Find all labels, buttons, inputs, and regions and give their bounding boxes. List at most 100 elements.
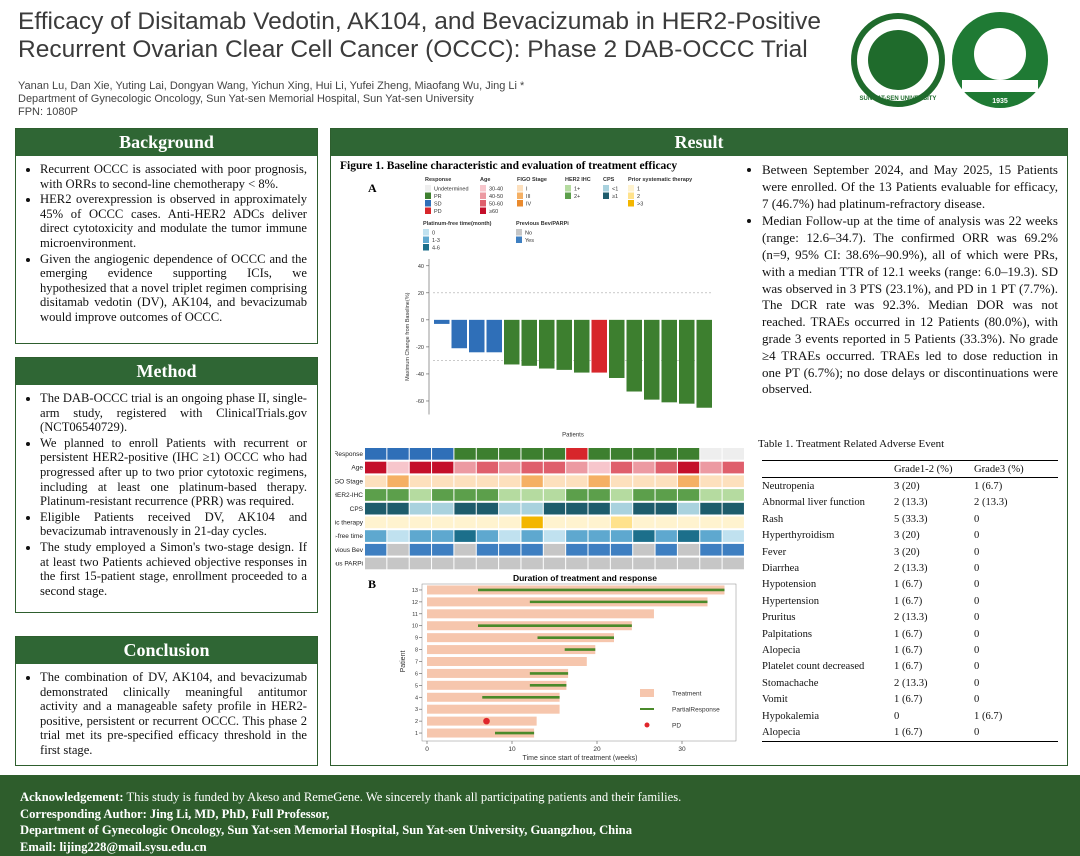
heatmap-cell — [543, 461, 566, 474]
heatmap-cell — [588, 530, 610, 542]
heatmap-cell — [633, 502, 655, 515]
cell: 1 (6.7) — [894, 595, 923, 607]
result-box: Result — [330, 128, 1068, 766]
table-row: Fever 3 (20) 0 — [762, 544, 1058, 560]
heatmap-cell — [476, 475, 499, 488]
bullet: Recurrent OCCC is associated with poor p… — [40, 162, 307, 191]
heatmap-cell — [543, 557, 566, 570]
heatmap-cell — [521, 557, 543, 570]
legend-title: Response — [425, 177, 451, 183]
bullet: The study employed a Simon's two-stage d… — [40, 540, 307, 598]
legend-label: PD — [434, 209, 442, 215]
bullet: Between September 2024, and May 2025, 15… — [762, 162, 1058, 212]
footer-line: Corresponding Author: Jing Li, MD, PhD, … — [20, 806, 330, 821]
plot-frame — [421, 583, 737, 742]
heatmap-cell — [677, 489, 700, 501]
heatmap-cell — [365, 543, 387, 556]
y-tick-label: 20 — [418, 291, 424, 297]
x-axis-label: Time since start of treatment (weeks) — [523, 755, 638, 762]
cell: 0 — [974, 513, 980, 525]
legend-label: 50-60 — [489, 202, 503, 208]
legend-swatch — [480, 200, 486, 207]
heatmap-cell — [387, 557, 409, 570]
heatmap-cell — [387, 516, 409, 529]
heatmap-cell — [566, 502, 588, 515]
legend-label: <1 — [612, 187, 618, 193]
method-box: Method The DAB-OCCC trial is an ongoing … — [15, 357, 318, 613]
heatmap-cell — [588, 502, 610, 515]
bullet: The combination of DV, AK104, and bevaci… — [40, 670, 307, 758]
cell: 0 — [974, 726, 980, 738]
legend-swatch — [425, 207, 431, 214]
table-row: Palpitations 1 (6.7) 0 — [762, 626, 1058, 642]
heatmap-cell — [722, 448, 744, 460]
heatmap-cell — [409, 461, 432, 474]
logos: SUN YAT-SEN UNIVERSITY 1935 — [851, 12, 1048, 108]
heatmap-cell — [476, 461, 499, 474]
heatmap-cell — [365, 461, 387, 474]
x-tick-label: 30 — [678, 746, 686, 753]
cell: 0 — [974, 530, 980, 542]
heatmap-cell — [633, 530, 655, 542]
bullet-list: The combination of DV, AK104, and bevaci… — [24, 670, 307, 758]
heatmap-cell — [387, 489, 409, 501]
heatmap-cell — [499, 516, 521, 529]
section-heading: Conclusion — [16, 637, 317, 664]
legend-title: Previous Bev/PARPi — [516, 221, 569, 227]
heatmap-cell — [409, 475, 432, 488]
heatmap-cell — [722, 502, 744, 515]
heatmap-cell — [677, 530, 700, 542]
legend-label: 2+ — [574, 194, 580, 200]
cell: 0 — [974, 612, 980, 624]
event-point — [483, 717, 490, 725]
logo-text: SUN YAT-SEN UNIVERSITY — [860, 96, 937, 102]
cell: Diarrhea — [762, 563, 800, 575]
heatmap-cell — [722, 557, 744, 570]
x-tick-label: 0 — [425, 746, 429, 753]
y-tick-label: 6 — [415, 671, 418, 677]
heatmap-cell — [409, 502, 432, 515]
cell: 0 — [974, 628, 980, 640]
y-tick-label: 10 — [412, 624, 418, 630]
heatmap-cell — [700, 448, 722, 460]
table-title: Table 1. Treatment Related Adverse Event — [758, 438, 945, 450]
legend-swatch — [628, 192, 634, 199]
heatmap-cell — [588, 489, 610, 501]
table-row: Abnormal liver function 2 (13.3) 2 (13.3) — [762, 495, 1058, 511]
heatmap-cell — [454, 530, 476, 542]
legend-label: 0 — [432, 231, 435, 237]
legend-label: 2 — [637, 194, 640, 200]
legend-label: I — [526, 187, 528, 193]
heatmap-cell — [432, 516, 454, 529]
legend-swatch — [423, 244, 429, 251]
heatmap-cell — [677, 461, 700, 474]
bar — [696, 319, 712, 408]
table-row: Hypertension 1 (6.7) 0 — [762, 593, 1058, 609]
heatmap-cell — [655, 502, 677, 515]
row-label: CPS — [350, 506, 364, 513]
heatmap-cell — [499, 502, 521, 515]
table-row: Diarrhea 2 (13.3) 0 — [762, 560, 1058, 576]
heatmap-cell — [677, 543, 700, 556]
heatmap-cell — [409, 557, 432, 570]
heatmap-cell — [499, 475, 521, 488]
table-row: Hypotension 1 (6.7) 0 — [762, 577, 1058, 593]
heatmap-cell — [432, 448, 454, 460]
treatment-bar — [427, 680, 567, 690]
bar — [661, 319, 677, 403]
logo-band — [962, 80, 1038, 92]
y-tick-label: -60 — [416, 399, 424, 405]
heatmap-cell — [499, 543, 521, 556]
heatmap-cell — [700, 502, 722, 515]
heatmap-cell — [543, 543, 566, 556]
heatmap-cell — [521, 448, 543, 460]
cell: 0 — [974, 595, 980, 607]
heatmap-cell — [476, 530, 499, 542]
cell: 1 (6.7) — [894, 661, 923, 673]
cell: 0 — [974, 677, 980, 689]
row-label: Age — [351, 465, 363, 472]
y-tick-label: 13 — [412, 588, 418, 594]
cell: 0 — [974, 661, 980, 673]
heatmap-cell — [409, 530, 432, 542]
